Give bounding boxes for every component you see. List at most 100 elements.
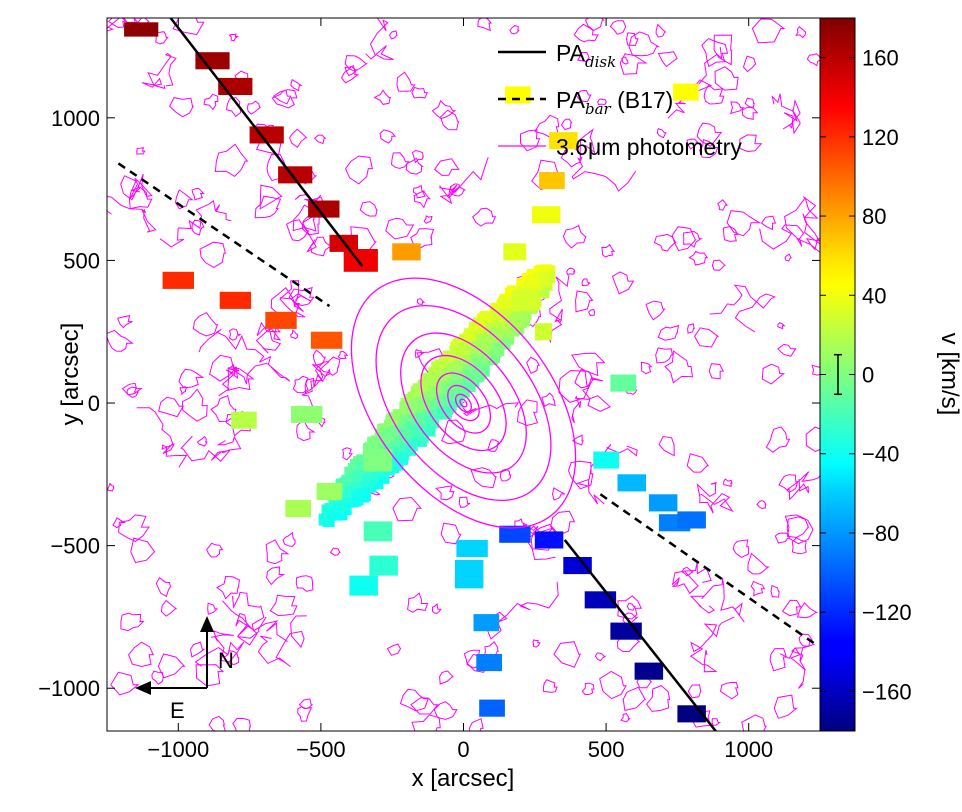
noise-contour [620, 713, 631, 723]
noise-contour [246, 100, 262, 115]
noise-contour [575, 89, 592, 103]
noise-contour [265, 539, 290, 565]
velocity-point [413, 425, 426, 438]
noise-contour [272, 89, 292, 105]
noise-contour [136, 407, 188, 468]
noise-contour [228, 328, 241, 341]
noise-contour [744, 97, 755, 109]
velocity-tile [454, 559, 484, 589]
noise-contour [345, 155, 374, 185]
noise-contour [389, 30, 398, 40]
compass: N E [135, 616, 234, 723]
noise-contour [196, 435, 208, 447]
velocity-tile [648, 494, 678, 512]
noise-contour [751, 18, 786, 44]
noise-contour [806, 53, 820, 67]
noise-contour [722, 225, 739, 242]
velocity-point [480, 336, 493, 349]
noise-contour [192, 311, 219, 337]
noise-contour [571, 128, 637, 192]
noise-contour [203, 93, 219, 111]
velocity-tile [634, 662, 664, 680]
noise-contour [413, 190, 431, 209]
noise-contour [218, 362, 268, 397]
noise-contour [257, 615, 307, 667]
velocity-point [423, 424, 436, 437]
noise-contour [717, 199, 729, 211]
velocity-tile [512, 290, 541, 311]
noise-contour [194, 629, 245, 667]
noise-contour [282, 531, 296, 548]
colorbar-ticks: −160 −120 −80 −40 0 40 80 120 160 [820, 46, 912, 704]
noise-contour [191, 187, 205, 201]
noise-contour [232, 717, 252, 731]
noise-contour [433, 701, 458, 720]
noise-contour [210, 395, 237, 423]
noise-contour [655, 347, 674, 364]
noise-contour [773, 694, 798, 719]
colorbar: −160 −120 −80 −40 0 40 80 120 160 [819, 17, 912, 732]
legend-label-photometry: 3.6μm photometry [556, 134, 742, 160]
noise-contour [750, 580, 766, 597]
noise-contour [777, 322, 786, 330]
velocity-tile [610, 374, 637, 392]
north-label: N [218, 648, 234, 673]
noise-contour [342, 447, 354, 461]
noise-contour [470, 467, 497, 489]
noise-contour [222, 600, 267, 646]
velocity-point [512, 311, 525, 324]
pa-bar-line [599, 493, 818, 647]
noise-contour [553, 641, 582, 668]
north-arrowhead [200, 616, 214, 632]
noise-contour [207, 602, 219, 615]
noise-contour [619, 53, 648, 75]
colorbar-title: v [km/s] [936, 333, 962, 416]
noise-contour [714, 66, 739, 91]
noise-contour [795, 25, 807, 39]
velocity-tile [343, 249, 378, 272]
noise-contour [657, 51, 678, 68]
velocity-tile [291, 405, 323, 423]
noise-contour [747, 552, 770, 575]
noise-contour [416, 298, 426, 305]
noise-contour [811, 364, 820, 376]
noise-contour [784, 514, 810, 539]
noise-contour [259, 184, 283, 210]
noise-contour [191, 219, 205, 236]
legend-label-disk: PAdisk [556, 40, 616, 71]
velocity-tile [392, 243, 421, 261]
colorbar-tick-label: 80 [862, 204, 886, 229]
velocity-point [526, 274, 539, 287]
noise-contour [255, 320, 282, 354]
noise-contour [432, 602, 442, 614]
noise-contour [732, 539, 750, 558]
noise-contour [182, 388, 208, 422]
noise-contour [386, 643, 402, 656]
isophote-contour [375, 304, 552, 502]
velocity-tile [593, 451, 619, 469]
noise-contour [761, 363, 786, 385]
noise-contour [791, 537, 807, 555]
velocity-tile [124, 22, 159, 37]
noise-contour [160, 599, 178, 617]
noise-contour [656, 128, 667, 139]
noise-contour [232, 591, 288, 643]
noise-contour [686, 138, 700, 150]
noise-contour [458, 496, 472, 508]
noise-contour [130, 537, 156, 564]
noise-contour [683, 230, 703, 248]
noise-contour [128, 641, 155, 668]
noise-contour [110, 671, 140, 696]
velocity-tile [504, 86, 531, 104]
velocity-tile [499, 525, 531, 543]
pa-disk-line [563, 539, 718, 731]
noise-contour [373, 89, 391, 105]
velocity-point [352, 469, 365, 482]
x-axis: −1000 −500 0 500 1000 [147, 18, 773, 762]
isophote-contour [400, 332, 527, 474]
noise-contour [410, 228, 435, 250]
noise-contour [292, 375, 309, 394]
noise-contour [118, 514, 150, 542]
colorbar-tick-label: −80 [862, 521, 899, 546]
